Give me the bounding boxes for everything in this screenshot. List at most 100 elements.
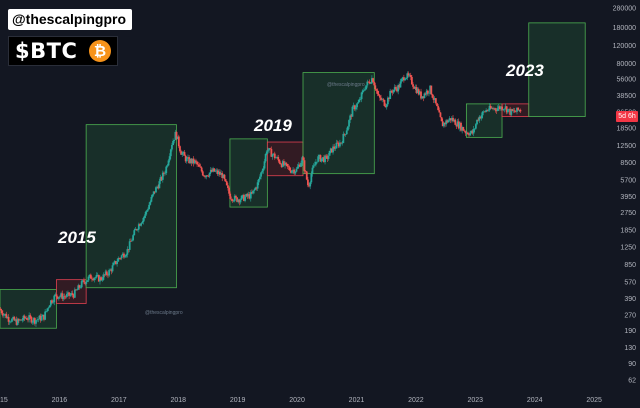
candle-body: [190, 158, 193, 164]
candle-body: [444, 122, 446, 125]
candle-body: [83, 280, 85, 283]
candle-body: [397, 85, 400, 92]
candle-body: [108, 270, 111, 276]
candle-body: [89, 274, 92, 279]
candle-body: [514, 111, 517, 113]
candle-body: [145, 210, 148, 212]
candle-body: [109, 269, 112, 271]
candle-body: [158, 181, 161, 189]
candle-body: [400, 79, 403, 82]
y-tick-label: 190: [624, 328, 636, 335]
candle-body: [217, 171, 220, 175]
candle-body: [142, 217, 145, 222]
candle-body: [251, 192, 253, 194]
candle-body: [57, 297, 60, 299]
candle-body: [392, 89, 395, 93]
candle-body: [503, 108, 506, 110]
candle-body: [331, 148, 333, 153]
candle-body: [315, 161, 317, 165]
candle-body: [424, 93, 427, 95]
candle-body: [212, 168, 214, 172]
candle-body: [14, 319, 17, 321]
candle-body: [393, 87, 396, 90]
candle-body: [161, 172, 164, 180]
candle-body: [469, 132, 472, 136]
handle-label: @thescalpingpro: [8, 9, 132, 30]
candle-body: [257, 179, 260, 183]
candle-body: [308, 185, 310, 187]
x-tick-label: 2021: [349, 397, 365, 404]
x-tick-label: 2024: [527, 397, 543, 404]
candle-body: [151, 194, 154, 197]
candle-body: [94, 277, 97, 279]
y-tick-label: 90: [628, 361, 636, 368]
candle-body: [133, 230, 136, 236]
candle-body: [477, 119, 480, 121]
candle-body: [249, 192, 252, 199]
candle-body: [365, 85, 368, 90]
candle-body: [269, 148, 272, 149]
candle-body: [335, 142, 338, 149]
candle-body: [25, 318, 28, 320]
x-tick-label: 2025: [586, 397, 602, 404]
candle-body: [183, 152, 186, 156]
candle-body: [21, 320, 24, 321]
candle-body: [8, 321, 11, 323]
candle-body: [484, 111, 486, 113]
candle-body: [504, 106, 507, 109]
candle-body: [312, 165, 315, 168]
candle-body: [223, 174, 226, 180]
candle-body: [97, 275, 100, 282]
candle-body: [248, 194, 251, 199]
candle-body: [455, 124, 458, 127]
candle-body: [155, 187, 157, 193]
candle-body: [180, 151, 182, 155]
candle-body: [13, 317, 16, 321]
candle-body: [361, 90, 364, 93]
candle-body: [233, 195, 236, 201]
candle-body: [413, 86, 416, 89]
candle-body: [182, 152, 185, 154]
candle-body: [398, 85, 401, 88]
candle-body: [420, 91, 422, 99]
candle-body: [356, 103, 358, 108]
candle-body: [211, 169, 213, 172]
candle-body: [456, 121, 459, 127]
candle-body: [407, 73, 410, 76]
candle-body: [287, 166, 290, 168]
candle-body: [357, 102, 360, 104]
candle-body: [117, 258, 120, 262]
candle-body: [422, 96, 425, 98]
candle-body: [134, 229, 137, 231]
candle-body: [104, 271, 107, 275]
y-tick-label: 62: [628, 378, 636, 385]
candle-body: [433, 98, 436, 100]
candle-body: [412, 84, 414, 87]
accumulation-box-5: [302, 72, 375, 175]
candle-body: [169, 149, 172, 157]
bitcoin-icon: ₿: [89, 40, 111, 62]
candle-body: [193, 160, 196, 164]
candle-body: [342, 133, 345, 143]
candle-body: [372, 78, 374, 83]
candle-body: [380, 97, 382, 100]
candle-body: [343, 133, 346, 135]
candle-body: [61, 293, 64, 299]
candle-body: [386, 97, 389, 105]
candle-body: [498, 106, 501, 110]
watermark: @thescalpingpro: [327, 82, 365, 88]
candle-body: [201, 171, 204, 176]
candle-body: [208, 172, 211, 177]
candle-body: [36, 319, 39, 321]
candle-body: [369, 83, 372, 84]
candle-body: [243, 194, 245, 201]
candle-body: [11, 318, 13, 322]
year-label-2015: 2015: [58, 228, 96, 247]
candle-body: [383, 99, 386, 106]
candle-body: [51, 300, 53, 303]
candle-body: [452, 117, 454, 122]
candle-body: [323, 157, 325, 163]
year-label-2019: 2019: [254, 116, 292, 135]
candle-body: [487, 110, 490, 111]
candle-body: [236, 197, 238, 202]
